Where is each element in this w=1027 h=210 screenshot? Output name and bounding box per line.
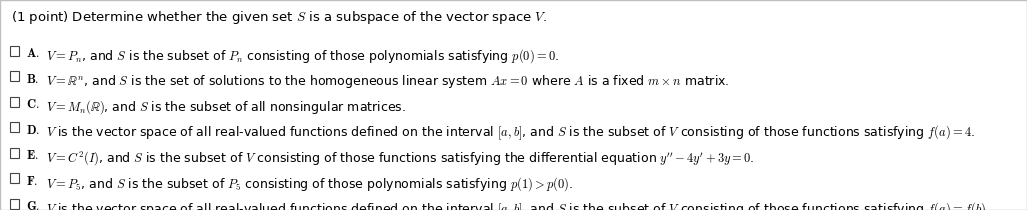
Text: $V = M_n(\mathbb{R})$, and $S$ is the subset of all nonsingular matrices.: $V = M_n(\mathbb{R})$, and $S$ is the su… [46, 98, 406, 116]
Text: $V$ is the vector space of all real-valued functions defined on the interval $[a: $V$ is the vector space of all real-valu… [46, 124, 975, 142]
Text: $V = P_5$, and $S$ is the subset of $P_5$ consisting of those polynomials satisf: $V = P_5$, and $S$ is the subset of $P_5… [46, 175, 573, 193]
Text: $V = C^2(I)$, and $S$ is the subset of $V$ consisting of those functions satisfy: $V = C^2(I)$, and $S$ is the subset of $… [46, 149, 755, 167]
Bar [9, 173, 20, 183]
Text: (1 point) Determine whether the given set $S$ is a subspace of the vector space : (1 point) Determine whether the given se… [11, 9, 547, 26]
Bar [9, 122, 20, 132]
Bar [9, 97, 20, 106]
Text: $\mathbf{D.}$: $\mathbf{D.}$ [27, 124, 40, 137]
Text: $\mathbf{F.}$: $\mathbf{F.}$ [27, 175, 39, 188]
Text: $V$ is the vector space of all real-valued functions defined on the interval $[a: $V$ is the vector space of all real-valu… [46, 200, 990, 210]
Bar [9, 148, 20, 158]
Bar [9, 199, 20, 209]
Text: $\mathbf{G.}$: $\mathbf{G.}$ [27, 200, 41, 210]
Text: $\mathbf{C.}$: $\mathbf{C.}$ [27, 98, 40, 111]
Text: $\mathbf{B.}$: $\mathbf{B.}$ [27, 73, 40, 86]
Text: $\mathbf{E.}$: $\mathbf{E.}$ [27, 149, 39, 162]
Text: $\mathbf{A.}$: $\mathbf{A.}$ [27, 47, 40, 60]
Bar [9, 46, 20, 55]
Bar [9, 71, 20, 81]
Text: $V = P_n$, and $S$ is the subset of $P_n$ consisting of those polynomials satisf: $V = P_n$, and $S$ is the subset of $P_n… [46, 47, 559, 65]
Text: $V = \mathbb{R}^n$, and $S$ is the set of solutions to the homogeneous linear sy: $V = \mathbb{R}^n$, and $S$ is the set o… [46, 73, 729, 90]
